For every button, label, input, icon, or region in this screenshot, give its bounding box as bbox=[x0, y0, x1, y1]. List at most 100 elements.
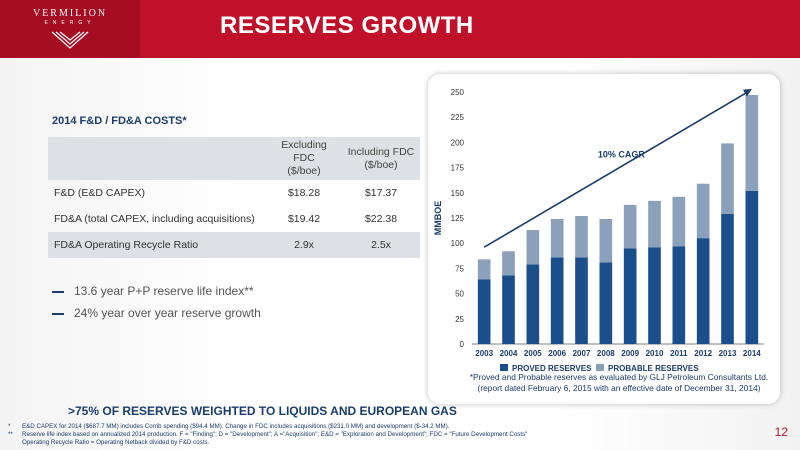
bar-probable-reserves bbox=[721, 143, 734, 214]
col-header-line: Including FDC bbox=[347, 145, 415, 158]
col-header-line: Excluding FDC bbox=[281, 139, 327, 164]
x-tick-label: 2008 bbox=[597, 349, 615, 358]
x-tick-label: 2003 bbox=[475, 349, 493, 358]
costs-header-including: Including FDC ($/boe) bbox=[342, 137, 420, 180]
excluding-fdc-value: $19.42 bbox=[287, 213, 321, 225]
x-tick-label: 2007 bbox=[573, 349, 591, 358]
bar-proved-reserves bbox=[502, 275, 515, 344]
bar-probable-reserves bbox=[623, 204, 637, 249]
y-tick-label: 200 bbox=[451, 138, 465, 147]
bar-proved-reserves bbox=[599, 262, 613, 344]
logo-panel: VERMILION ENERGY bbox=[0, 0, 140, 58]
excluding-fdc-value: 2.9x bbox=[266, 232, 342, 258]
legend-label: PROBABLE RESERVES bbox=[608, 364, 699, 373]
including-fdc-value: 2.5x bbox=[342, 232, 420, 258]
x-tick-label: 2010 bbox=[646, 349, 664, 358]
bar-probable-reserves bbox=[599, 219, 613, 263]
bar-probable-reserves bbox=[672, 196, 686, 247]
x-tick-label: 2004 bbox=[500, 349, 518, 358]
liquids-callout: >75% OF RESERVES WEIGHTED TO LIQUIDS AND… bbox=[68, 404, 457, 418]
bar-proved-reserves bbox=[721, 213, 734, 344]
costs-header-blank bbox=[48, 137, 266, 180]
bullet-list: 13.6 year P+P reserve life index** 24% y… bbox=[52, 280, 261, 324]
bar-proved-reserves bbox=[745, 190, 759, 344]
y-tick-label: 125 bbox=[451, 214, 465, 223]
table-row: FD&A (total CAPEX, including acquisition… bbox=[48, 206, 420, 232]
bar-probable-reserves bbox=[477, 259, 491, 280]
bar-probable-reserves bbox=[575, 215, 588, 258]
footnote: ** Reserve life index based on annualized… bbox=[8, 431, 527, 439]
x-tick-label: 2013 bbox=[719, 349, 737, 358]
company-logo-subtitle: ENERGY bbox=[44, 20, 96, 26]
cagr-annotation: 10% CAGR bbox=[598, 150, 646, 160]
bar-proved-reserves bbox=[696, 238, 710, 344]
company-logo-name: VERMILION bbox=[32, 8, 108, 19]
costs-table-header: Excluding FDC ($/boe) Including FDC ($/boe… bbox=[48, 137, 420, 180]
including-fdc-value: $22.38 bbox=[364, 213, 398, 225]
col-header-unit: ($/boe) bbox=[287, 165, 321, 177]
y-tick-label: 50 bbox=[455, 290, 464, 299]
x-tick-label: 2006 bbox=[548, 349, 566, 358]
costs-table: Excluding FDC ($/boe) Including FDC ($/boe… bbox=[48, 137, 420, 258]
table-row: F&D (E&D CAPEX) $18.28 $17.37 bbox=[48, 180, 420, 206]
bar-probable-reserves bbox=[502, 251, 515, 276]
footnote-mark bbox=[8, 439, 22, 447]
y-tick-label: 175 bbox=[451, 164, 465, 173]
y-tick-label: 150 bbox=[451, 189, 465, 198]
x-tick-label: 2011 bbox=[670, 349, 688, 358]
footnote-text: Reserve life index based on annualized 2… bbox=[22, 430, 528, 438]
footnote-text: Operating Recycle Ratio = Operating Netb… bbox=[22, 438, 210, 446]
costs-header-excluding: Excluding FDC ($/boe) bbox=[266, 137, 342, 180]
slide-title: RESERVES GROWTH bbox=[220, 12, 474, 39]
y-tick-label: 75 bbox=[455, 264, 464, 273]
footnote-text: E&D CAPEX for 2014 ($687.7 MM) includes … bbox=[22, 423, 450, 430]
cagr-arrowhead-icon bbox=[742, 88, 752, 97]
bullet-item: 24% year over year reserve growth bbox=[52, 302, 261, 324]
y-tick-label: 0 bbox=[460, 340, 465, 349]
y-axis-label: MMBOE bbox=[433, 201, 443, 236]
bullet-dash-icon bbox=[52, 313, 64, 315]
bar-proved-reserves bbox=[550, 257, 564, 344]
bullet-text: 24% year over year reserve growth bbox=[74, 306, 261, 320]
footnote-mark: ** bbox=[8, 430, 13, 438]
page-number: 12 bbox=[774, 425, 788, 439]
legend-swatch bbox=[500, 364, 508, 371]
x-tick-label: 2012 bbox=[694, 349, 712, 358]
bar-probable-reserves bbox=[526, 230, 540, 265]
x-tick-label: 2014 bbox=[743, 349, 761, 358]
legend-swatch bbox=[596, 364, 604, 371]
row-label: F&D (E&D CAPEX) bbox=[54, 187, 146, 199]
reserves-chart-panel: 0 25 50 75 100 125 150 175 200 225 250 MMBOE 2003 200… bbox=[428, 74, 780, 404]
bar-proved-reserves bbox=[526, 264, 540, 344]
bar-probable-reserves bbox=[745, 95, 759, 191]
cagr-trend-line bbox=[483, 91, 749, 248]
legend-label: PROVED RESERVES bbox=[512, 364, 592, 373]
col-header-unit: ($/boe) bbox=[364, 158, 398, 171]
y-tick-label: 225 bbox=[451, 113, 465, 122]
excluding-fdc-value: $18.28 bbox=[287, 187, 321, 199]
bar-proved-reserves bbox=[672, 246, 686, 344]
costs-heading: 2014 F&D / FD&A COSTS* bbox=[52, 115, 187, 127]
x-tick-label: 2005 bbox=[524, 349, 542, 358]
bar-probable-reserves bbox=[550, 219, 564, 258]
chart-source-note: *Proved and Probable reserves as evaluat… bbox=[469, 372, 769, 393]
bar-probable-reserves bbox=[648, 200, 661, 248]
including-fdc-value: $17.37 bbox=[364, 187, 398, 199]
x-tick-label: 2009 bbox=[621, 349, 639, 358]
row-label: FD&A Operating Recycle Ratio bbox=[48, 232, 266, 258]
company-logo-icon bbox=[51, 31, 89, 49]
row-label: FD&A (total CAPEX, including acquisition… bbox=[54, 213, 255, 225]
footnotes: * E&D CAPEX for 2014 ($687.7 MM) includes… bbox=[8, 423, 527, 446]
reserves-chart: 0 25 50 75 100 125 150 175 200 225 250 MMBOE 2003 200… bbox=[433, 88, 764, 373]
y-tick-label: 100 bbox=[451, 239, 465, 248]
footnote: Operating Recycle Ratio = Operating Netb… bbox=[8, 439, 527, 447]
bar-proved-reserves bbox=[575, 257, 588, 344]
y-tick-label: 25 bbox=[455, 315, 464, 324]
slide-header: VERMILION ENERGY RESERVES GROWTH bbox=[0, 0, 800, 58]
table-row: FD&A Operating Recycle Ratio 2.9x 2.5x bbox=[48, 232, 420, 258]
footnote-mark: * bbox=[8, 423, 11, 430]
bullet-item: 13.6 year P+P reserve life index** bbox=[52, 280, 261, 302]
bullet-dash-icon bbox=[52, 291, 64, 293]
y-tick-label: 250 bbox=[451, 88, 465, 97]
bar-proved-reserves bbox=[648, 247, 661, 344]
